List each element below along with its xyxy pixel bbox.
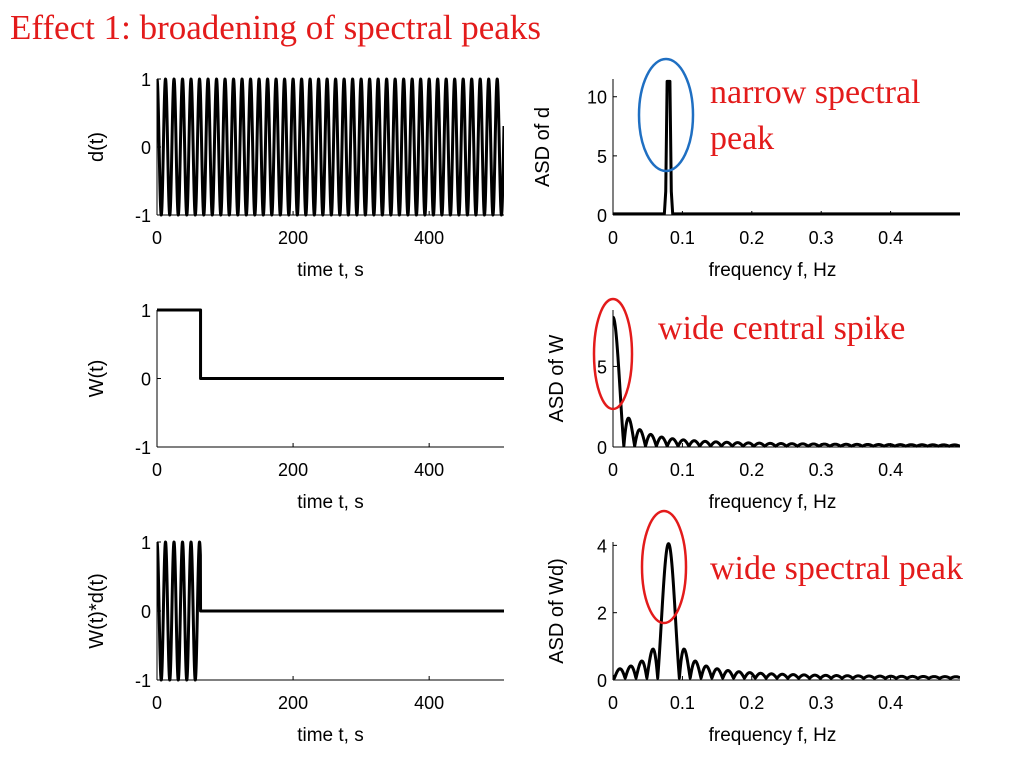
- x-tick-label: 0.3: [809, 460, 834, 480]
- y-axis-label: ASD of Wd): [546, 558, 568, 664]
- x-axis-label: frequency f, Hz: [709, 260, 837, 281]
- x-tick-label: 0.1: [670, 228, 695, 248]
- x-tick-label: 0.2: [739, 693, 764, 713]
- y-tick-label: 1: [141, 301, 151, 321]
- x-axis-label: time t, s: [297, 260, 364, 281]
- series-line: [613, 79, 960, 216]
- x-tick-label: 0.4: [878, 460, 903, 480]
- series-line: [157, 77, 504, 217]
- x-tick-label: 0.3: [809, 693, 834, 713]
- y-axis-label: d(t): [86, 132, 108, 162]
- y-tick-label: 10: [587, 88, 607, 108]
- annotation-narrow-peak: narrow spectral peak: [710, 70, 921, 162]
- x-tick-label: 200: [278, 228, 308, 248]
- x-tick-label: 0.1: [670, 693, 695, 713]
- x-tick-label: 200: [278, 460, 308, 480]
- series-line: [157, 540, 504, 682]
- y-tick-label: 1: [141, 70, 151, 90]
- annotation-ellipse-1: [637, 57, 695, 173]
- x-axis-label: frequency f, Hz: [709, 725, 837, 746]
- series-line: [613, 315, 960, 448]
- y-axis-label: ASD of d: [532, 107, 554, 187]
- annotation-line: wide central spike: [658, 310, 906, 347]
- y-tick-label: -1: [135, 438, 151, 458]
- y-tick-label: 4: [597, 536, 607, 556]
- y-axis-label: W(t)*d(t): [86, 573, 108, 649]
- x-tick-label: 0.4: [878, 693, 903, 713]
- series-line: [613, 542, 960, 680]
- annotation-line: peak: [710, 120, 775, 157]
- y-tick-label: 2: [597, 604, 607, 624]
- x-axis-label: frequency f, Hz: [709, 492, 837, 513]
- chart-asd-wd: 0 2 4 0 0.1 0.2 0.3 0.4 frequency f, Hz ASD of Wd…: [546, 536, 960, 746]
- annotation-ellipse-2: [592, 297, 634, 411]
- x-tick-label: 400: [414, 693, 444, 713]
- y-tick-label: -1: [135, 671, 151, 691]
- annotation-line: wide spectral peak: [710, 550, 963, 587]
- x-tick-label: 0.2: [739, 460, 764, 480]
- y-axis-label: ASD of W: [546, 334, 568, 422]
- y-tick-label: 5: [597, 147, 607, 167]
- y-tick-label: 0: [597, 671, 607, 691]
- annotation-line: narrow spectral: [710, 74, 921, 111]
- y-tick-label: 0: [141, 138, 151, 158]
- x-tick-label: 0.4: [878, 228, 903, 248]
- x-tick-label: 0: [608, 460, 618, 480]
- x-axis-label: time t, s: [297, 725, 364, 746]
- y-axis-label: W(t): [86, 360, 108, 398]
- x-tick-label: 0: [152, 228, 162, 248]
- x-tick-label: 0.3: [809, 228, 834, 248]
- y-tick-label: 5: [597, 357, 607, 377]
- chart-asd-d: 0 5 10 0 0.1 0.2 0.3 0.4 frequency f, Hz ASD of d: [532, 79, 960, 281]
- y-tick-label: 0: [141, 602, 151, 622]
- y-tick-label: 0: [597, 438, 607, 458]
- x-tick-label: 0: [152, 693, 162, 713]
- x-tick-label: 400: [414, 228, 444, 248]
- annotation-wide-spectral-peak: wide spectral peak: [710, 546, 963, 592]
- series-line: [157, 308, 504, 380]
- x-tick-label: 400: [414, 460, 444, 480]
- x-tick-label: 0: [608, 693, 618, 713]
- y-tick-label: -1: [135, 206, 151, 226]
- x-tick-label: 0: [608, 228, 618, 248]
- x-tick-label: 200: [278, 693, 308, 713]
- x-tick-label: 0.1: [670, 460, 695, 480]
- chart-asd-w: 0 5 0 0.1 0.2 0.3 0.4 frequency f, Hz ASD of W: [546, 310, 960, 513]
- x-tick-label: 0.2: [739, 228, 764, 248]
- x-axis-label: time t, s: [297, 492, 364, 513]
- y-tick-label: 0: [141, 370, 151, 390]
- y-tick-label: 1: [141, 533, 151, 553]
- x-tick-label: 0: [152, 460, 162, 480]
- annotation-ellipse-3: [640, 509, 688, 625]
- slide-title: Effect 1: broadening of spectral peaks: [10, 8, 541, 47]
- annotation-wide-central-spike: wide central spike: [658, 306, 905, 352]
- y-tick-label: 0: [597, 206, 607, 226]
